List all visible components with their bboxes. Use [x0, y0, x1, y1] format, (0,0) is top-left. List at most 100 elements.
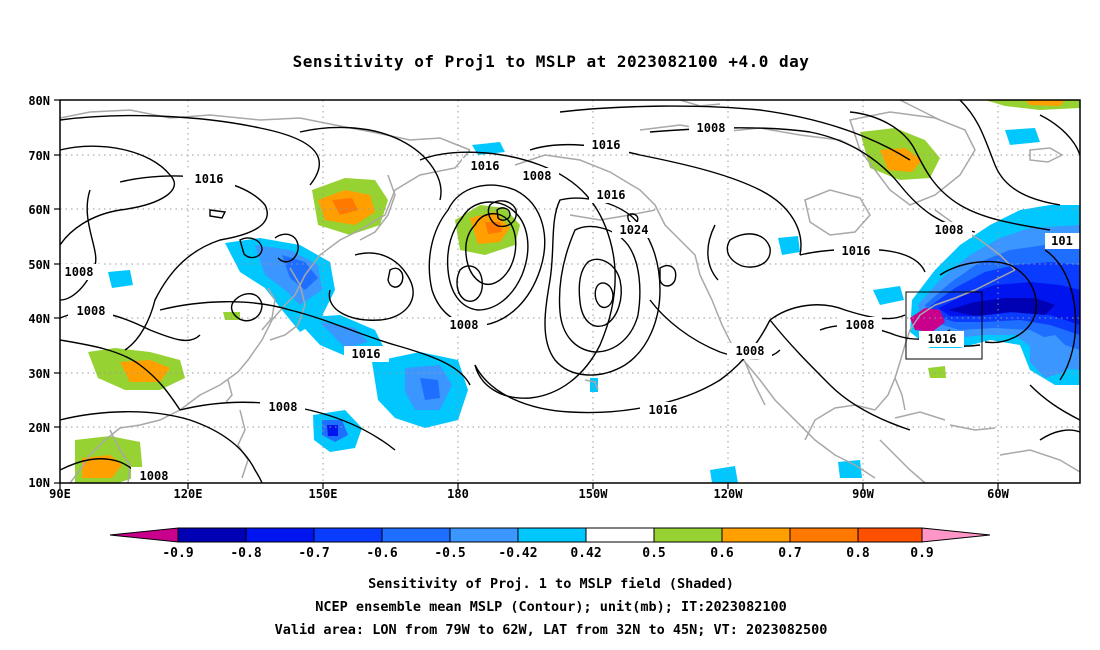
- contour-line: [446, 201, 529, 311]
- footer-line-2: NCEP ensemble mean MSLP (Contour); unit(…: [315, 599, 786, 615]
- contour-line: [159, 301, 471, 386]
- coastline-greenland: [849, 111, 976, 206]
- negative-patch-east-asia-core: [255, 245, 322, 305]
- coastline-alaska-peninsula: [569, 209, 656, 221]
- colorbar-left-triangle: [109, 527, 179, 543]
- colorbar-swatch: [381, 527, 451, 543]
- contour-line: [1039, 429, 1080, 441]
- contour-label: 1016: [589, 187, 634, 203]
- colorbar-label: -0.5: [434, 546, 465, 561]
- colorbar-label: 0.5: [642, 546, 665, 561]
- contour-label: 1008: [727, 343, 772, 359]
- negative-patch-baja: [710, 466, 738, 483]
- coastline-gulf: [804, 404, 876, 441]
- contour-line: [529, 143, 802, 256]
- contour-line: [769, 304, 906, 321]
- lat-label: 60N: [28, 203, 50, 217]
- coastline-baffin: [899, 100, 941, 121]
- colorbar-label: 0.42: [570, 546, 601, 561]
- colorbar-swatch: [585, 527, 655, 543]
- contour-label: 1016: [462, 158, 507, 174]
- coastline-iceland: [1029, 147, 1064, 163]
- svg-text:1016: 1016: [928, 332, 957, 346]
- contour-line: [209, 209, 227, 219]
- contour-line: [939, 260, 1037, 344]
- contour-line: [328, 252, 414, 321]
- lat-label: 70N: [28, 149, 50, 163]
- lat-label: 10N: [28, 476, 50, 490]
- contour-label: 1008: [68, 303, 113, 319]
- contour-line: [1029, 384, 1080, 421]
- contour-line: [799, 248, 926, 273]
- map-frame: [59, 99, 1081, 484]
- colorbar: -0.9 -0.8 -0.7 -0.6 -0.5 -0.42 0.42 0.5 …: [109, 527, 991, 561]
- svg-text:1016: 1016: [649, 403, 678, 417]
- svg-text:1008: 1008: [140, 469, 169, 483]
- contour-line: [849, 111, 1051, 231]
- lon-label: 90W: [852, 487, 874, 501]
- coastline-kamchatka: [359, 174, 396, 241]
- lon-label: 180: [447, 487, 469, 501]
- contour-line: [496, 207, 511, 221]
- svg-text:1024: 1024: [620, 223, 649, 237]
- contour-label: 1008: [260, 399, 305, 415]
- footer-line-3: Valid area: LON from 79W to 62W, LAT fro…: [275, 622, 828, 638]
- contour-label: 1016: [834, 243, 879, 259]
- negative-patch-japan-core: [320, 322, 368, 348]
- contour-label: 1016: [640, 402, 685, 418]
- coastline-na-west: [699, 274, 876, 479]
- contour-line: [387, 267, 404, 288]
- contour-line: [274, 233, 299, 263]
- latitude-labels: 80N 70N 60N 50N 40N 30N 20N 10N: [28, 94, 50, 490]
- negative-patch-nw-atlantic-core: [948, 298, 1055, 316]
- coastline-hawaii: [584, 379, 599, 391]
- svg-text:1008: 1008: [269, 400, 298, 414]
- svg-text:1008: 1008: [697, 121, 726, 135]
- contour-label: 1016: [584, 137, 629, 153]
- colorbar-label: -0.42: [498, 546, 537, 561]
- negative-patch-20n-150e-center: [327, 425, 338, 436]
- coastline-taiwan: [225, 379, 233, 403]
- contour-line: [60, 411, 263, 483]
- colorbar-label: -0.9: [162, 546, 193, 561]
- svg-text:1016: 1016: [592, 138, 621, 152]
- lon-label: 90E: [49, 487, 71, 501]
- lon-label: 150W: [579, 487, 609, 501]
- contour-line: [578, 258, 622, 327]
- coastline-alaska: [514, 154, 701, 276]
- contour-line: [558, 225, 641, 353]
- colorbar-swatch: [517, 527, 587, 543]
- contour-line: [769, 319, 911, 431]
- svg-text:1008: 1008: [77, 304, 106, 318]
- positive-patch-s-china-core: [120, 360, 170, 382]
- colorbar-label: 0.8: [846, 546, 870, 561]
- contour-line: [594, 282, 614, 309]
- colorbar-swatch: [721, 527, 791, 543]
- negative-patch-atlantic-tail: [1030, 335, 1070, 378]
- contour-line: [60, 339, 181, 411]
- contour-labels: 1016 1016 1016 1008 1008 1016 1024 1016 …: [58, 120, 1080, 483]
- contour-label: 1008: [514, 168, 559, 184]
- contour-line: [419, 151, 616, 399]
- lat-label: 80N: [28, 94, 50, 108]
- colorbar-swatch: [653, 527, 723, 543]
- svg-text:1008: 1008: [935, 223, 964, 237]
- contour-line: [659, 264, 677, 287]
- contour-label: 1008: [689, 120, 734, 136]
- valid-area-box: [905, 291, 983, 360]
- coastline-japan: [269, 267, 306, 341]
- coastline-central-america: [879, 439, 926, 483]
- coastline-south-america: [999, 449, 1080, 473]
- contour-line: [230, 293, 263, 322]
- lon-label: 120W: [714, 487, 744, 501]
- svg-text:1016: 1016: [195, 172, 224, 186]
- colorbar-swatch: [177, 527, 247, 543]
- coastline-korea: [261, 287, 276, 331]
- svg-text:1008: 1008: [736, 344, 765, 358]
- colorbar-label: 0.7: [778, 546, 801, 561]
- axis-ticks: [54, 99, 999, 489]
- contour-line: [428, 184, 546, 327]
- colorbar-label: -0.6: [366, 546, 397, 561]
- colorbar-label: -0.8: [230, 546, 261, 561]
